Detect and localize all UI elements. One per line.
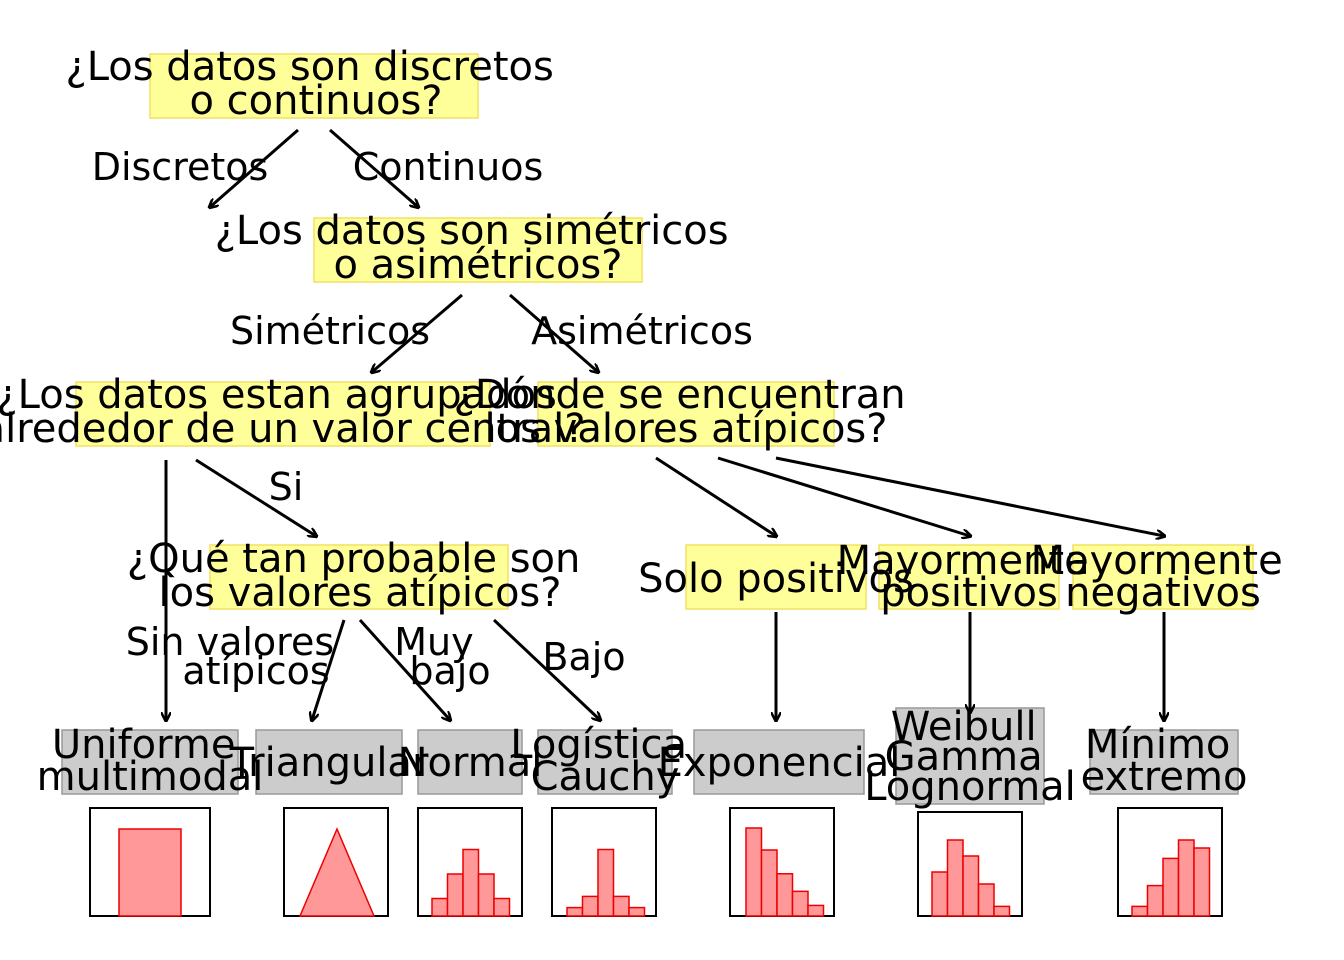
histogram-bar-exponencial <box>776 873 794 917</box>
dist-weibull-text: Weibull Gamma Lognormal <box>864 704 1076 810</box>
dist-uniforme-text: Uniforme multimodal <box>37 722 264 800</box>
arrow-discretos <box>210 128 299 207</box>
arrow-to-triangular <box>312 619 346 720</box>
text-solo-positivos: Solo positivos <box>638 556 914 602</box>
q2-text: ¿Los datos son simétricos o asimétricos? <box>215 208 742 288</box>
histogram-bar-minimo <box>1162 857 1180 917</box>
arrow-mayormente-positivos <box>717 456 970 536</box>
histogram-bar-weibull <box>931 871 949 917</box>
q4-highlight <box>537 381 835 447</box>
histogram-bar-minimo <box>1177 839 1195 917</box>
box-solo-positivos <box>685 544 867 610</box>
arrow-asimetricos <box>509 293 598 372</box>
dist-box-triangular <box>255 729 403 795</box>
histogram-bar-exponencial <box>791 890 809 917</box>
q4-text: ¿Dónde se encuentran los valores atípico… <box>454 372 919 452</box>
arrow-simetricos <box>372 293 463 372</box>
label-si: Si <box>269 465 304 509</box>
box-mayormente-positivos <box>878 544 1060 610</box>
q3-highlight <box>75 381 491 447</box>
histogram-bar-normal <box>431 897 449 917</box>
dist-normal-text: Normal <box>398 740 543 786</box>
histogram-bar-normal <box>493 897 511 917</box>
uniform-shape <box>118 828 182 917</box>
q5-highlight <box>209 544 509 610</box>
arrow-si <box>195 458 316 536</box>
dist-box-logistica <box>537 729 673 795</box>
histogram-bar-logistica <box>581 895 599 917</box>
triangular-shape <box>298 827 376 917</box>
histogram-bar-minimo <box>1193 847 1211 917</box>
box-mayormente-negativos <box>1072 544 1254 610</box>
label-bajo: Bajo <box>542 635 625 679</box>
q1-text: ¿Los datos son discretos o continuos? <box>65 44 566 124</box>
dist-box-minimo <box>1089 729 1239 795</box>
histogram-bar-exponencial <box>760 849 778 917</box>
histogram-bar-logistica <box>612 895 630 917</box>
histogram-bar-exponencial <box>807 904 825 917</box>
histogram-bar-normal <box>462 848 480 917</box>
histogram-bar-weibull <box>977 883 995 917</box>
histogram-bar-logistica <box>566 906 584 917</box>
text-mayormente-negativos: Mayormente negativos <box>1031 538 1296 616</box>
q1-highlight <box>149 53 479 119</box>
dist-box-uniforme <box>61 729 239 795</box>
dist-triangular-text: Triangular <box>229 740 429 786</box>
arrow-solo-positivos <box>655 456 776 536</box>
histogram-bar-minimo <box>1131 905 1149 917</box>
histogram-bar-weibull <box>946 839 964 917</box>
histogram-bar-exponencial <box>745 827 763 917</box>
arrow-to-logistica <box>492 618 600 720</box>
label-simetricos: Simétricos <box>230 309 430 353</box>
dist-minimo-text: Mínimo extremo <box>1081 722 1248 800</box>
histogram-bar-normal <box>477 873 495 917</box>
q3-text: ¿Los datos estan agrupados alrededor de … <box>0 372 585 452</box>
dist-box-normal <box>417 729 523 795</box>
dist-exponencial-text: Exponencial <box>658 740 901 786</box>
histogram-bar-normal <box>446 873 464 917</box>
text-mayormente-positivos: Mayormente positivos <box>837 538 1102 616</box>
histogram-bar-logistica <box>597 848 615 917</box>
label-asimetricos: Asimétricos <box>531 309 753 353</box>
label-sin-valores: Sin valores atípicos <box>126 620 346 693</box>
arrow-mayormente-negativos <box>775 456 1164 536</box>
histogram-bar-logistica <box>628 906 646 917</box>
dist-logistica-text: Logística Cauchy <box>510 722 699 800</box>
label-continuos: Continuos <box>353 145 544 189</box>
dist-box-exponencial <box>693 729 865 795</box>
histogram-bar-weibull <box>962 855 980 917</box>
histogram-bars <box>431 827 1211 917</box>
q5-text: ¿Qué tan probable son los valores atípic… <box>127 536 593 616</box>
label-muy-bajo: Muy bajo <box>394 620 490 693</box>
arrow-to-normal <box>358 618 450 720</box>
q2-highlight <box>313 217 643 283</box>
histogram-bar-weibull <box>993 905 1011 917</box>
label-discretos: Discretos <box>92 145 269 189</box>
histogram-bar-minimo <box>1146 884 1164 917</box>
arrow-continuos <box>329 128 418 207</box>
